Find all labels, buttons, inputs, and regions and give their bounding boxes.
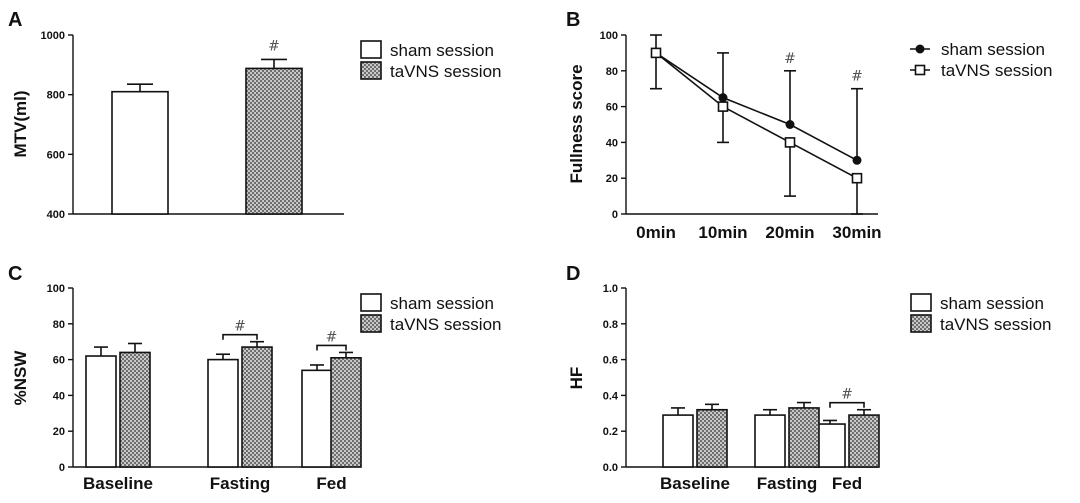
x-tick-label: Baseline xyxy=(660,474,730,493)
legend-a-tavns-label: taVNS session xyxy=(390,62,502,81)
x-tick-label: Fed xyxy=(316,474,346,493)
bar-sham xyxy=(662,414,694,468)
bar-tavns xyxy=(848,414,880,468)
legend-c: sham session taVNS session xyxy=(360,293,502,334)
series-line-tavns xyxy=(655,52,858,179)
bar-tavns xyxy=(241,346,273,468)
y-tick-label-b: 60 xyxy=(606,102,618,114)
y-tick-label-b: 0 xyxy=(612,209,618,221)
point-tavns xyxy=(717,101,729,112)
significance-bracket xyxy=(829,401,865,408)
bar-tavns xyxy=(696,408,728,468)
y-tick-label-a: 1000 xyxy=(41,30,65,42)
x-tick-label: Baseline xyxy=(83,474,153,493)
bar-tavns xyxy=(330,357,362,468)
bar-sham xyxy=(111,90,169,215)
point-sham xyxy=(718,93,728,103)
chart-mtv: 400 600 800 1000 MTV(ml) # xyxy=(11,30,344,221)
legend-a-tavns-swatch xyxy=(360,61,382,80)
y-axis-label-c: %NSW xyxy=(11,350,30,406)
y-tick-label-d: 0.2 xyxy=(603,426,618,438)
series-line-sham xyxy=(655,52,858,162)
chart-fullness: 0 20 40 60 80 100 Fullness score 0min 10min 20min… xyxy=(567,30,882,242)
legend-c-sham-label: sham session xyxy=(390,294,494,313)
bar-tavns xyxy=(119,351,151,468)
y-tick-label-c: 0 xyxy=(59,462,65,474)
panel-letter-d: D xyxy=(566,263,580,285)
bar-sham xyxy=(814,423,846,468)
bar-sham xyxy=(85,355,117,468)
panel-letter-b: B xyxy=(566,9,580,31)
y-tick-label-c: 60 xyxy=(53,355,65,367)
significance-mark: # xyxy=(841,387,853,403)
legend-b-sham-marker xyxy=(915,44,925,54)
y-tick-label-a: 400 xyxy=(47,209,65,221)
legend-c-tavns-swatch xyxy=(360,314,382,333)
significance-bracket xyxy=(222,333,258,340)
legend-c-sham-swatch xyxy=(360,293,382,312)
bar-tavns xyxy=(245,67,303,215)
significance-mark: # xyxy=(784,51,796,67)
x-tick-label: 30min xyxy=(832,223,881,242)
x-tick-label: Fasting xyxy=(757,474,817,493)
legend-d: sham session taVNS session xyxy=(910,293,1052,334)
legend-a: sham session taVNS session xyxy=(360,40,502,81)
legend-b-tavns-marker xyxy=(914,64,926,76)
y-tick-label-a: 600 xyxy=(47,149,65,161)
legend-d-sham-swatch xyxy=(910,293,932,312)
chart-hf: 0.0 0.2 0.4 0.6 0.8 1.0 HF Baseline Fasting Fed # xyxy=(567,283,880,493)
panel-letter-c: C xyxy=(8,263,22,285)
legend-d-tavns-swatch xyxy=(910,314,932,333)
legend-a-sham-swatch xyxy=(360,40,382,59)
point-sham xyxy=(785,120,795,129)
y-tick-label-c: 100 xyxy=(47,283,65,295)
y-tick-label-d: 0.4 xyxy=(603,390,619,402)
y-tick-label-d: 0.8 xyxy=(603,319,618,331)
legend-b-sham-label: sham session xyxy=(941,40,1045,59)
significance-mark: # xyxy=(234,319,246,335)
point-sham xyxy=(852,155,862,165)
x-tick-label: Fed xyxy=(832,474,862,493)
legend-a-sham-label: sham session xyxy=(390,41,494,60)
y-tick-label-b: 100 xyxy=(600,30,618,42)
bar-sham xyxy=(207,358,239,468)
y-tick-label-d: 1.0 xyxy=(603,283,618,295)
y-tick-label-b: 80 xyxy=(606,66,618,78)
x-tick-label: 0min xyxy=(636,223,676,242)
legend-c-tavns-label: taVNS session xyxy=(390,315,502,334)
x-tick-label: 10min xyxy=(698,223,747,242)
legend-d-tavns-label: taVNS session xyxy=(940,315,1052,334)
y-tick-label-d: 0.0 xyxy=(603,462,618,474)
legend-b-tavns-label: taVNS session xyxy=(941,61,1053,80)
point-tavns xyxy=(851,172,863,184)
significance-mark: # xyxy=(851,69,863,85)
legend-d-sham-label: sham session xyxy=(940,294,1044,313)
y-axis-label-a: MTV(ml) xyxy=(11,90,30,157)
panel-letter-a: A xyxy=(8,9,22,31)
significance-mark: # xyxy=(268,38,280,54)
bar-sham xyxy=(301,369,333,468)
x-tick-label: Fasting xyxy=(210,474,270,493)
y-tick-label-c: 20 xyxy=(53,426,65,438)
y-axis-label-d: HF xyxy=(567,367,586,390)
point-tavns xyxy=(784,137,796,148)
y-tick-label-c: 40 xyxy=(53,390,65,402)
y-tick-label-d: 0.6 xyxy=(603,355,618,367)
bar-tavns xyxy=(788,407,820,468)
significance-mark: # xyxy=(326,329,338,345)
bar-sham xyxy=(754,414,786,468)
legend-b: sham session taVNS session xyxy=(910,40,1053,80)
chart-nsw: 0 20 40 60 80 100 %NSW Baseline Fasting Fed # # xyxy=(11,283,362,493)
x-tick-label: 20min xyxy=(765,223,814,242)
point-tavns xyxy=(650,47,662,59)
y-tick-label-c: 80 xyxy=(53,319,65,331)
y-tick-label-b: 40 xyxy=(606,137,618,149)
y-axis-label-b: Fullness score xyxy=(567,64,586,183)
significance-bracket xyxy=(316,344,347,351)
y-tick-label-b: 20 xyxy=(606,173,618,185)
y-tick-label-a: 800 xyxy=(47,90,65,102)
